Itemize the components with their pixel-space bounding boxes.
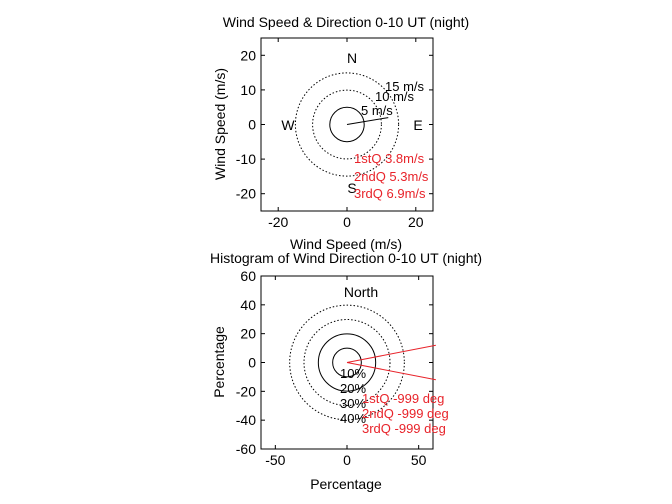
chart2-quartile-2: 2ndQ -999 deg bbox=[362, 406, 449, 421]
chart2-xtick-label: 0 bbox=[343, 452, 351, 468]
chart1-ring-label-15: 15 m/s bbox=[385, 79, 425, 94]
chart2-sector-line-2 bbox=[346, 362, 436, 381]
chart2-ticks: -50 0 50 60 40 20 0 -20 -40 -60 bbox=[236, 268, 433, 468]
chart2-ring-label-10: 10% bbox=[340, 366, 366, 381]
chart2-xtick-label: -50 bbox=[265, 452, 285, 468]
chart2-ring-label-20: 20% bbox=[340, 381, 366, 396]
chart2-ring-label-40: 40% bbox=[340, 411, 366, 426]
chart1-ytick-label: 20 bbox=[240, 47, 256, 63]
chart1-ylabel: Wind Speed (m/s) bbox=[212, 68, 228, 180]
chart2-ylabel: Percentage bbox=[211, 326, 227, 398]
chart1-rings bbox=[294, 72, 400, 177]
chart2-ring-20 bbox=[317, 333, 377, 392]
chart2-sector-line-1 bbox=[346, 344, 436, 363]
chart2-rings bbox=[289, 304, 405, 421]
chart2-north-label: North bbox=[344, 284, 378, 300]
chart2-ring-10 bbox=[332, 347, 362, 378]
chart2-sector-lines bbox=[346, 344, 436, 381]
chart2-ytick-label: -60 bbox=[236, 441, 256, 457]
chart1-title: Wind Speed & Direction 0-10 UT (night) bbox=[223, 14, 469, 30]
chart2-ytick-label: 40 bbox=[240, 297, 256, 313]
chart1-ticks: -20 0 20 20 10 0 -10 -20 bbox=[236, 38, 433, 230]
chart2-xlabel: Percentage bbox=[310, 476, 382, 492]
chart2-ytick-label: -20 bbox=[236, 383, 256, 399]
chart1-quartile-1: 1stQ 3.8m/s bbox=[354, 151, 425, 166]
chart1-mean-vector bbox=[346, 117, 389, 125]
chart1-ytick-label: 10 bbox=[240, 82, 256, 98]
chart1-xtick-label: 20 bbox=[408, 214, 424, 230]
chart1-xtick-label: -20 bbox=[268, 214, 288, 230]
chart2-xtick-label: 50 bbox=[411, 452, 427, 468]
chart1-xlabel: Wind Speed (m/s) bbox=[290, 236, 402, 252]
chart1-quartile-2: 2ndQ 5.3m/s bbox=[354, 169, 429, 184]
chart1-ytick-label: -20 bbox=[236, 186, 256, 202]
chart2-ytick-label: -40 bbox=[236, 412, 256, 428]
chart2-ytick-label: 20 bbox=[240, 326, 256, 342]
chart1-quartile-3: 3rdQ 6.9m/s bbox=[354, 186, 426, 201]
chart1-xtick-label: 0 bbox=[343, 214, 351, 230]
chart2-title: Histogram of Wind Direction 0-10 UT (nig… bbox=[210, 250, 482, 266]
chart2-quartile-1: 1stQ -999 deg bbox=[362, 391, 444, 406]
chart1-compass-west: W bbox=[281, 117, 295, 133]
chart2-quartile-3: 3rdQ -999 deg bbox=[362, 421, 446, 436]
chart1-ring-label-10: 10 m/s bbox=[375, 89, 415, 104]
chart1-ring-15 bbox=[294, 72, 400, 177]
chart1-ring-label-5: 5 m/s bbox=[361, 103, 393, 118]
chart1-compass-north: N bbox=[347, 50, 357, 66]
wind-direction-histogram: Histogram of Wind Direction 0-10 UT (nig… bbox=[210, 250, 482, 492]
chart1-ytick-label: 0 bbox=[248, 117, 256, 133]
chart1-compass-east: E bbox=[413, 117, 422, 133]
chart2-ring-label-30: 30% bbox=[340, 396, 366, 411]
chart1-ring-10 bbox=[312, 89, 382, 160]
chart2-ytick-label: 0 bbox=[248, 355, 256, 371]
chart2-ring-40 bbox=[289, 304, 405, 421]
wind-speed-chart: Wind Speed & Direction 0-10 UT (night) -… bbox=[212, 14, 469, 252]
chart1-ring-5 bbox=[329, 106, 365, 143]
chart1-ytick-label: -10 bbox=[236, 151, 256, 167]
chart2-ytick-label: 60 bbox=[240, 268, 256, 284]
chart2-ring-30 bbox=[303, 319, 391, 406]
chart1-compass-south: S bbox=[347, 180, 356, 196]
